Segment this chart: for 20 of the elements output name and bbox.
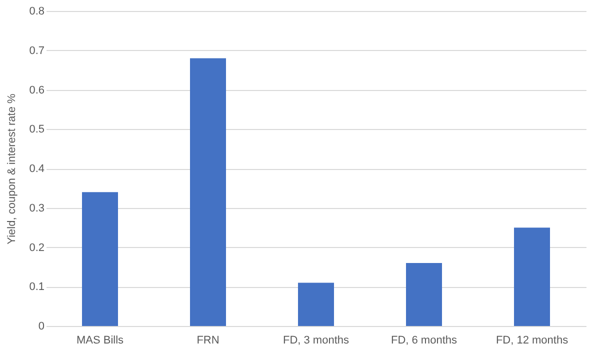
bar xyxy=(298,282,334,326)
x-tick-label: MAS Bills xyxy=(76,334,124,346)
y-tick-label: 0.6 xyxy=(29,84,44,96)
x-tick-label: FD, 6 months xyxy=(390,334,458,346)
y-tick-label: 0.7 xyxy=(29,44,44,57)
y-axis-title: Yield, coupon & interest rate % xyxy=(6,93,18,244)
bar xyxy=(190,58,226,326)
bar xyxy=(514,228,550,326)
y-tick-label: 0.1 xyxy=(29,281,44,294)
y-tick-label: 0.3 xyxy=(29,202,44,214)
x-tick-label: FD, 3 months xyxy=(282,334,350,346)
x-tick-label: FD, 12 months xyxy=(496,334,569,346)
y-tick-label: 0.5 xyxy=(29,124,44,136)
bar xyxy=(82,192,118,326)
y-tick-label: 0.8 xyxy=(29,6,44,18)
y-tick-label: 0.2 xyxy=(29,242,44,254)
bar xyxy=(406,263,442,326)
x-tick-label: FRN xyxy=(196,334,220,346)
y-tick-label: 0 xyxy=(38,320,44,332)
y-tick-label: 0.4 xyxy=(29,163,44,175)
